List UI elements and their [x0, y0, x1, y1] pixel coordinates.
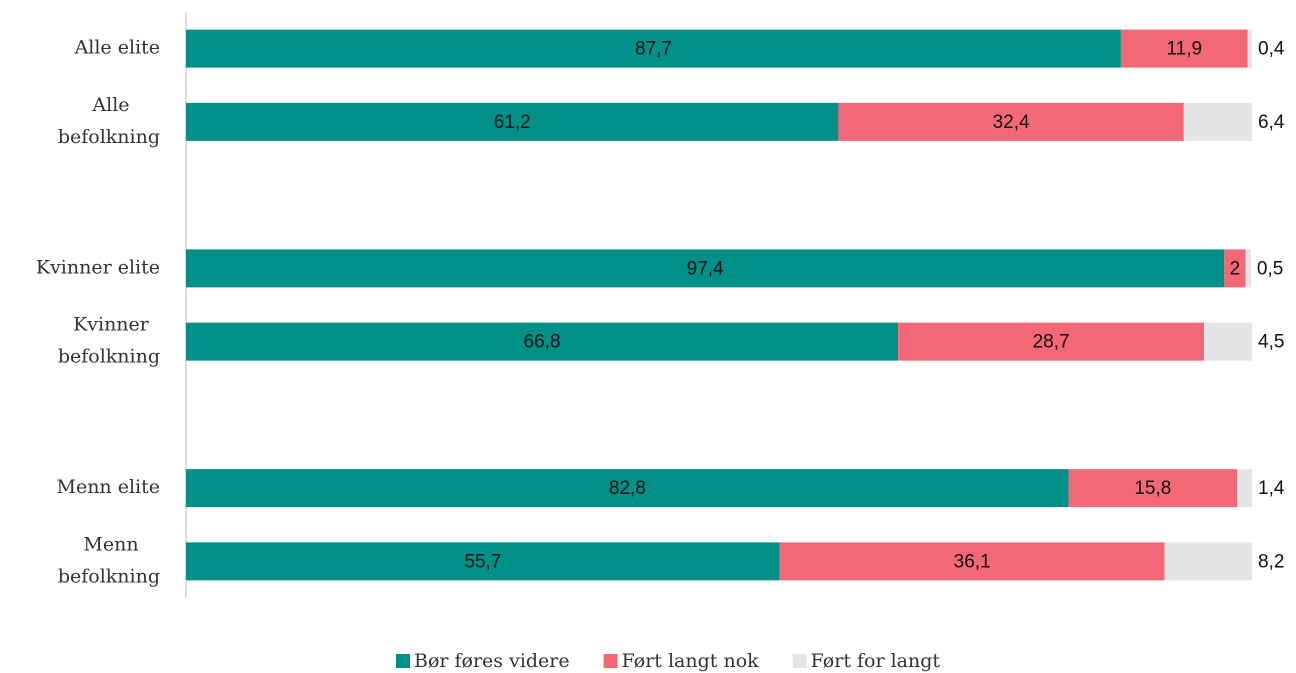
- bar: [1183, 102, 1252, 141]
- data-label: 6,4: [1258, 112, 1285, 133]
- legend-label: Ført langt nok: [622, 650, 759, 672]
- data-label: 11,9: [1167, 39, 1203, 60]
- data-label: 15,8: [1134, 478, 1171, 499]
- data-label: 66,8: [524, 332, 561, 353]
- bar: [838, 102, 1184, 141]
- data-label: 61,2: [494, 112, 531, 133]
- y-tick-label: Menn elite: [57, 476, 161, 498]
- legend-label: Bør føres videre: [414, 650, 570, 672]
- bar: [1237, 469, 1252, 508]
- legend-swatch: [395, 654, 410, 668]
- bar: [186, 542, 780, 581]
- data-label: 32,4: [993, 112, 1030, 133]
- bar: [1204, 322, 1252, 361]
- legend-swatch: [603, 654, 618, 668]
- y-tick-label: Kvinner befolkning: [58, 314, 160, 368]
- data-label: 1,4: [1258, 478, 1285, 499]
- legend: Bør føres videre Ført langt nok Ført for l…: [395, 650, 941, 672]
- data-label: 4,5: [1258, 332, 1284, 353]
- bar: [1068, 469, 1238, 508]
- data-label: 97,4: [687, 258, 724, 279]
- data-label: 0,4: [1258, 39, 1285, 60]
- bar: [186, 469, 1069, 508]
- bar: [1245, 249, 1251, 288]
- data-label: 36,1: [954, 551, 991, 572]
- bar: [1224, 249, 1246, 288]
- bar: [779, 542, 1165, 581]
- data-label: 82,8: [609, 478, 646, 499]
- data-label: 55,7: [464, 551, 501, 572]
- data-label: 2: [1230, 258, 1241, 279]
- bar: [186, 29, 1121, 68]
- bar: [1247, 29, 1252, 68]
- bar: [186, 249, 1225, 288]
- y-tick-label: Alle befolkning: [58, 94, 160, 148]
- bar: [1164, 542, 1252, 581]
- y-tick-label: Alle elite: [74, 37, 160, 59]
- legend-label: Ført for langt: [811, 650, 941, 672]
- legend-swatch: [792, 654, 807, 668]
- data-label: 87,7: [635, 39, 672, 60]
- bar: [186, 102, 839, 141]
- bar: [1120, 29, 1248, 68]
- data-label: 0,5: [1257, 258, 1283, 279]
- bar: [186, 322, 899, 361]
- y-tick-label: Menn befolkning: [58, 533, 160, 587]
- data-label: 28,7: [1033, 332, 1070, 353]
- bar: [898, 322, 1205, 361]
- data-label: 8,2: [1258, 551, 1284, 572]
- y-tick-label: Kvinner elite: [36, 256, 160, 278]
